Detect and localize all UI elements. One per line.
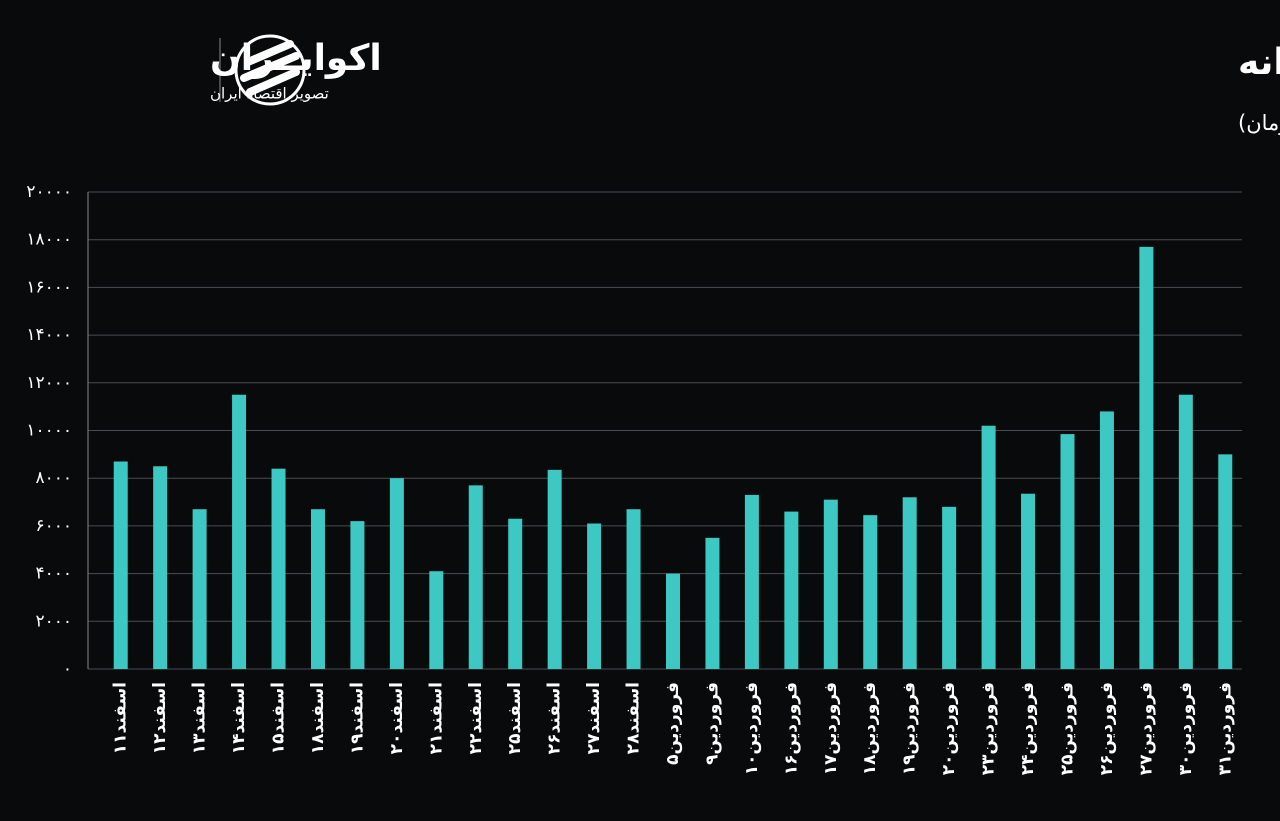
x-tick-label: اسفند۲۷ (584, 682, 604, 754)
x-tick-label: فروردین۱۹ (900, 682, 920, 775)
x-tick-label: فروردین۲۵ (1057, 682, 1077, 775)
logo-ring (234, 34, 306, 106)
x-tick-label: فروردین۲۴ (1018, 682, 1038, 775)
bar (468, 485, 483, 669)
x-tick-label: فروردین۳۱ (1215, 682, 1235, 775)
y-tick-label: ۲۰۰۰ (35, 611, 72, 631)
bar (626, 509, 641, 669)
bar (823, 499, 838, 669)
bar (547, 469, 562, 669)
x-tick-label: فروردین۲۶ (1097, 682, 1117, 775)
x-tick-label: فروردین۳۰ (1176, 682, 1196, 775)
y-tick-label: ۶۰۰۰ (35, 516, 72, 536)
bar (902, 497, 917, 669)
y-tick-label: ۱۰۰۰۰ (26, 421, 72, 441)
x-tick-label: اسفند۲۵ (505, 682, 525, 754)
x-tick-label: اسفند۲۶ (545, 682, 565, 754)
brand-name: اکوایــران (210, 38, 382, 79)
x-tick-label: فروردین۱۸ (860, 682, 880, 775)
bar (1218, 454, 1233, 669)
x-tick-label: فروردین۵ (663, 682, 683, 765)
chart-subtitle: (واحد: میلیارد تومان) (1238, 111, 1280, 135)
x-tick-label: اسفند۱۲ (150, 682, 170, 754)
y-tick-label: ۰ (63, 659, 72, 679)
x-tick-label: فروردین۱۷ (821, 682, 841, 775)
logo-stripes (240, 40, 300, 96)
x-tick-label: اسفند۲۲ (466, 682, 486, 754)
bar (350, 521, 365, 669)
bar (863, 515, 878, 669)
bar (310, 509, 325, 669)
x-tick-label: فروردین۱۶ (781, 682, 801, 775)
bar (429, 571, 444, 669)
x-tick-label: اسفند۱۵ (269, 682, 289, 754)
chart-title: روند ارزش معاملات خرد روزانه (1238, 42, 1280, 83)
bar (981, 425, 996, 669)
bar (942, 506, 957, 669)
bar (1178, 394, 1193, 669)
x-tick-label: فروردین۲۷ (1136, 682, 1156, 775)
x-tick-label: اسفند۱۹ (347, 682, 367, 754)
x-tick-label: اسفند۱۱ (111, 682, 131, 754)
x-tick-label: فروردین۱۰ (742, 682, 762, 775)
y-tick-label: ۴۰۰۰ (35, 564, 72, 584)
bar (192, 509, 207, 669)
x-tick-label: اسفند۱۸ (308, 682, 328, 754)
y-tick-label: ۲۰۰۰۰ (26, 182, 72, 202)
x-tick-label: فروردین۲۳ (979, 682, 999, 775)
bar (666, 573, 680, 669)
bar (1060, 434, 1075, 669)
x-tick-label: اسفند۱۳ (190, 682, 210, 754)
y-tick-label: ۸۰۰۰ (35, 468, 72, 488)
brand-tagline: تصویر اقتصاد ایران (210, 85, 329, 103)
bar (113, 461, 128, 669)
y-tick-label: ۱۸۰۰۰ (26, 230, 72, 250)
x-tick-label: اسفند۱۴ (229, 682, 249, 754)
bar (508, 518, 523, 669)
y-tick-label: ۱۶۰۰۰ (26, 277, 72, 297)
bar (784, 511, 799, 669)
bar (1139, 246, 1154, 670)
logo: اکوایــران تصویر اقتصاد ایران (210, 34, 382, 106)
x-tick-label: اسفند۲۱ (426, 682, 446, 754)
x-tick-label: اسفند۲۸ (624, 682, 644, 754)
bar (389, 478, 404, 669)
bar (153, 466, 168, 669)
y-tick-label: ۱۲۰۰۰ (26, 373, 72, 393)
bar (705, 537, 720, 669)
bar (744, 494, 759, 669)
x-tick-label: اسفند۲۰ (387, 682, 407, 754)
bar (271, 468, 286, 669)
bar (1099, 411, 1114, 669)
x-tick-label: فروردین۲۰ (939, 682, 959, 775)
y-tick-label: ۱۴۰۰۰ (26, 325, 72, 345)
bar (587, 523, 602, 669)
bar (232, 394, 247, 669)
bar (1021, 493, 1036, 669)
x-tick-label: فروردین۹ (702, 682, 722, 765)
